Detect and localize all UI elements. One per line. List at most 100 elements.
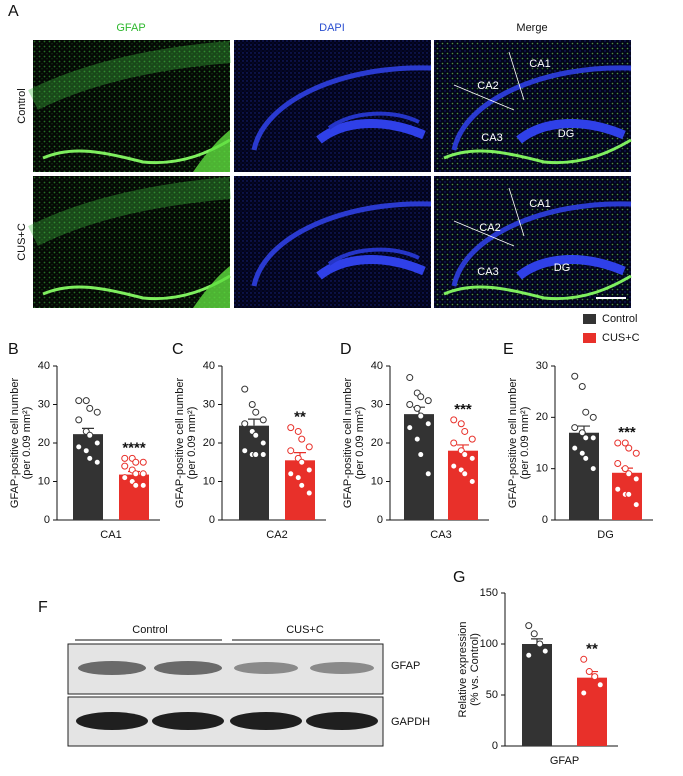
data-point <box>541 647 549 655</box>
legend-swatch <box>583 333 596 343</box>
data-point <box>461 470 469 478</box>
data-point <box>450 439 458 447</box>
data-point <box>468 454 476 462</box>
data-point <box>632 501 640 509</box>
data-point <box>614 460 622 468</box>
data-point <box>86 404 94 412</box>
x-tick-label: CA3 <box>430 529 451 541</box>
micrograph <box>33 40 230 172</box>
data-point <box>86 431 94 439</box>
data-point <box>591 673 599 681</box>
data-point <box>294 474 302 482</box>
data-point <box>248 401 256 408</box>
y-axis-label: (per 0.09 mm²) <box>186 407 198 480</box>
blot-band <box>230 712 302 730</box>
data-point <box>632 475 640 483</box>
data-point <box>413 404 421 412</box>
y-axis-label: GFAP-positive cell number <box>9 378 21 509</box>
data-point <box>93 439 101 447</box>
data-point <box>571 444 579 452</box>
y-axis-label: GFAP-positive cell number <box>174 378 186 509</box>
y-tick-label: 0 <box>542 514 548 526</box>
data-point <box>287 470 295 478</box>
data-point <box>406 424 414 432</box>
data-point <box>536 640 544 648</box>
data-point <box>139 470 147 478</box>
y-tick-label: 0 <box>209 514 215 526</box>
y-tick-label: 0 <box>44 514 50 526</box>
data-point <box>621 465 629 473</box>
data-point <box>252 408 260 416</box>
data-point <box>75 416 83 424</box>
data-point <box>417 393 425 401</box>
data-point <box>461 451 469 459</box>
significance: *** <box>618 424 636 441</box>
region-label: CA1 <box>529 198 550 210</box>
data-point <box>132 481 140 489</box>
data-point <box>406 374 414 382</box>
data-point <box>252 451 260 459</box>
data-point <box>287 424 295 432</box>
bar <box>522 644 552 746</box>
data-point <box>450 462 458 470</box>
blot-band <box>78 661 146 675</box>
data-point <box>450 416 458 424</box>
y-axis-label: Relative expression <box>457 622 469 718</box>
y-tick-label: 10 <box>371 475 383 487</box>
region-label: CA2 <box>477 80 498 92</box>
data-point <box>424 470 432 478</box>
data-point <box>578 429 586 437</box>
data-point <box>406 401 414 408</box>
micrograph <box>234 176 431 308</box>
data-point <box>530 630 538 638</box>
data-point <box>82 447 90 455</box>
y-tick-label: 10 <box>536 463 548 475</box>
data-point <box>621 439 629 447</box>
data-point <box>298 458 306 466</box>
y-tick-label: 20 <box>38 437 50 449</box>
blot-band <box>76 712 148 730</box>
region-label: DG <box>554 262 571 274</box>
y-axis-label: GFAP-positive cell number <box>342 378 354 509</box>
row-label: Control <box>16 88 28 123</box>
panel-label: F <box>38 599 48 616</box>
bar <box>577 677 607 746</box>
data-point <box>93 458 101 466</box>
data-point <box>580 689 588 697</box>
column-header: GFAP <box>116 22 145 34</box>
x-tick-label: CA2 <box>266 529 287 541</box>
x-tick-label: GFAP <box>550 755 579 767</box>
data-point <box>589 434 597 442</box>
data-point <box>298 481 306 489</box>
data-point <box>305 443 313 451</box>
column-header: DAPI <box>319 22 345 34</box>
blot-band <box>306 712 378 730</box>
data-point <box>241 420 249 428</box>
data-point <box>525 622 533 630</box>
row-label: CUS+C <box>16 223 28 261</box>
data-point <box>468 435 476 443</box>
bar <box>404 414 434 520</box>
data-point <box>585 668 593 676</box>
data-point <box>424 397 432 405</box>
data-point <box>417 412 425 420</box>
y-axis-label: (per 0.09 mm²) <box>354 407 366 480</box>
data-point <box>625 490 633 498</box>
y-tick-label: 10 <box>38 475 50 487</box>
y-tick-label: 50 <box>486 689 498 701</box>
data-point <box>132 458 140 466</box>
data-point <box>582 454 590 462</box>
y-tick-label: 40 <box>38 360 50 372</box>
data-point <box>82 397 90 405</box>
y-tick-label: 30 <box>203 398 215 410</box>
micrograph <box>33 176 230 308</box>
region-label: CA1 <box>529 58 550 70</box>
x-tick-label: CA1 <box>100 529 121 541</box>
column-header: Merge <box>516 22 547 34</box>
y-tick-label: 30 <box>536 360 548 372</box>
data-point <box>305 466 313 474</box>
y-tick-label: 0 <box>492 740 498 752</box>
panel-label: E <box>503 341 514 358</box>
region-label: CA3 <box>477 266 498 278</box>
data-point <box>413 435 421 443</box>
